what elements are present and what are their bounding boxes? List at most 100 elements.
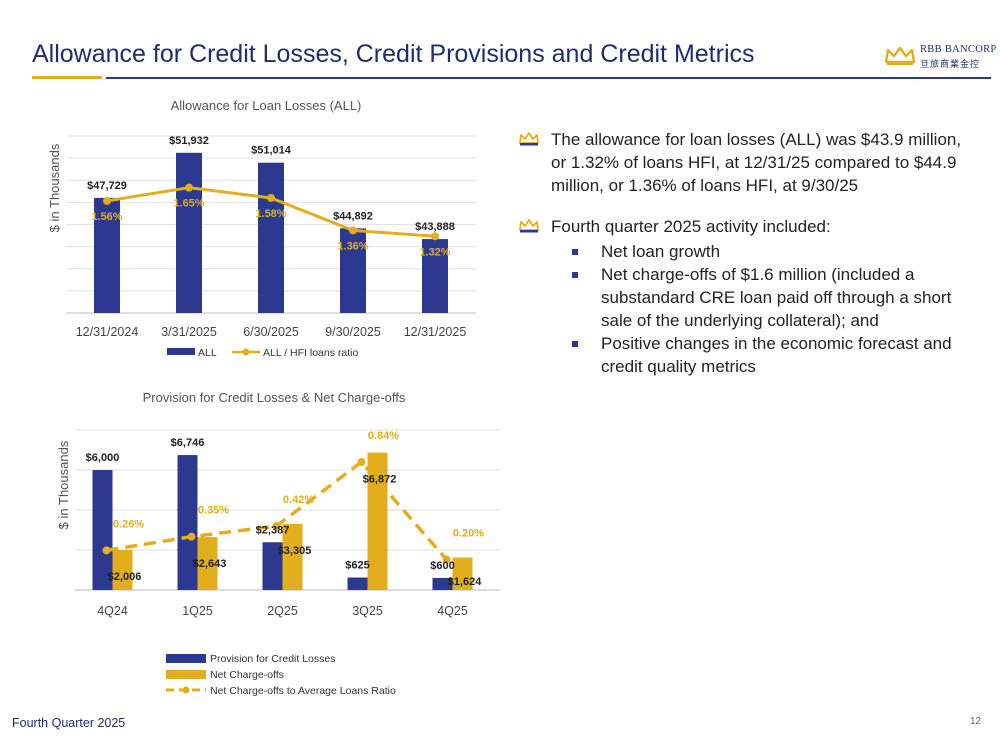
chart2-labels: $6,000 $2,006 $6,746 $2,643 $2,387 $3,305 $625…: [86, 430, 485, 588]
x-tick-label: 12/31/2025: [404, 325, 467, 339]
chart1-title: Allowance for Loan Losses (ALL): [171, 98, 362, 113]
provision-bar: [177, 455, 198, 590]
chart1-bars: [94, 152, 448, 313]
all-bar: [258, 162, 284, 313]
square-bullet-icon: [572, 249, 578, 255]
provision-bar: [347, 577, 368, 590]
ratio-point: [442, 555, 451, 564]
ratio-point: [102, 546, 111, 555]
all-bar-label: $51,932: [169, 135, 209, 147]
x-tick-label: 1Q25: [182, 604, 213, 618]
ratio-label: 0.42%: [283, 494, 314, 506]
title-rule-gold: [32, 76, 102, 79]
legend-ratio2-label: Net Charge-offs to Average Loans Ratio: [210, 685, 396, 697]
x-tick-label: 2Q25: [267, 604, 298, 618]
chart2-title: Provision for Credit Losses & Net Charge…: [143, 390, 406, 405]
provision-bar: [92, 470, 113, 590]
legend-provision-swatch: [166, 654, 206, 663]
chart-allowance: Allowance for Loan Losses (ALL) $ in Tho…: [47, 98, 476, 359]
title-rule-navy: [106, 77, 991, 79]
legend-provision-label: Provision for Credit Losses: [210, 653, 335, 665]
chart2-legend: Provision for Credit Losses Net Charge-o…: [166, 653, 396, 697]
x-tick-label: 12/31/2024: [76, 325, 139, 339]
logo-chinese-name: 旦旅商業金控: [920, 60, 981, 70]
sub-bullet: Positive changes in the economic forecas…: [518, 332, 968, 378]
bullet-2: Fourth quarter 2025 activity included:: [518, 215, 968, 238]
ratio-label: 1.32%: [419, 246, 450, 258]
bullet-2-text: Fourth quarter 2025 activity included:: [551, 217, 831, 236]
net-chargeoff-bar: [452, 557, 473, 590]
legend-ratio-label: ALL / HFI loans ratio: [263, 347, 358, 359]
all-bar: [422, 239, 448, 313]
x-tick-label: 3/31/2025: [161, 325, 217, 339]
chart-provision: Provision for Credit Losses & Net Charge…: [56, 390, 500, 697]
chart1-labels: $47,729 $51,932 $51,014 $44,892 $43,888 1.56%…: [87, 135, 455, 258]
all-bar-label: $51,014: [251, 145, 292, 157]
sub-bullet-text: Net charge-offs of $1.6 million (include…: [601, 265, 952, 330]
company-logo: RBB BANCORP 旦旅商業金控: [884, 44, 997, 70]
all-bar: [176, 152, 202, 313]
legend-all-swatch: [167, 348, 195, 355]
legend-ratio-marker: [242, 348, 250, 356]
ratio-point: [187, 532, 196, 541]
chart2-bars: [92, 452, 473, 590]
ratio-point: [357, 458, 366, 466]
charts-area: Allowance for Loan Losses (ALL) $ in Tho…: [47, 98, 500, 697]
provision-bar-label: $600: [430, 560, 454, 572]
net-chargeoff-bar-label: $6,872: [363, 474, 397, 486]
ratio-label: 0.20%: [453, 528, 484, 540]
chart1-legend: ALL ALL / HFI loans ratio: [167, 347, 358, 359]
ratio-label: 1.36%: [337, 240, 368, 252]
sub-bullet-text: Net loan growth: [601, 242, 721, 261]
all-bar: [94, 197, 120, 313]
legend-all-label: ALL: [198, 347, 217, 359]
legend-chargeoffs-swatch: [166, 670, 206, 679]
net-chargeoff-bar-label: $2,006: [108, 571, 142, 583]
footer-label: Fourth Quarter 2025: [12, 716, 126, 730]
commentary: The allowance for loan losses (ALL) was …: [518, 128, 968, 378]
legend-chargeoffs-label: Net Charge-offs: [210, 669, 284, 681]
provision-bar: [262, 542, 283, 590]
ratio-point: [267, 193, 275, 202]
ratio-point: [349, 226, 357, 235]
bullet-1: The allowance for loan losses (ALL) was …: [518, 128, 968, 197]
provision-bar-label: $625: [345, 560, 369, 572]
x-tick-label: 6/30/2025: [243, 325, 299, 339]
chart2-x-ticks: 4Q24 1Q25 2Q25 3Q25 4Q25: [97, 604, 468, 618]
ratio-label: 1.58%: [255, 208, 286, 220]
chart2-ratio-line: [102, 458, 451, 564]
chart1-ylabel: $ in Thousands: [47, 143, 62, 232]
crown-bullet-icon: [519, 132, 539, 146]
provision-bar-label: $2,387: [256, 524, 290, 536]
chart1-x-ticks: 12/31/2024 3/31/2025 6/30/2025 9/30/2025 12/…: [76, 325, 467, 339]
ratio-label: 0.35%: [198, 505, 229, 517]
ratio-point: [431, 232, 439, 241]
ratio-label: 1.56%: [91, 211, 122, 223]
net-chargeoff-bar-label: $2,643: [193, 558, 227, 570]
square-bullet-icon: [572, 341, 578, 347]
ratio-point: [185, 183, 193, 192]
net-chargeoff-bar: [282, 523, 303, 590]
sub-bullet-text: Positive changes in the economic forecas…: [601, 334, 952, 376]
logo-name: RBB BANCORP: [920, 44, 997, 55]
crown-bullet-icon: [519, 219, 539, 233]
sub-bullet: Net loan growth: [518, 240, 968, 263]
all-bar-label: $43,888: [415, 221, 455, 233]
x-tick-label: 4Q24: [97, 604, 128, 618]
provision-bar-label: $6,746: [171, 437, 205, 449]
all-bar-label: $44,892: [333, 210, 373, 222]
all-bar: [340, 228, 366, 313]
crown-logo-icon: [884, 46, 916, 65]
sub-bullet: Net charge-offs of $1.6 million (include…: [518, 263, 968, 332]
chart2-ylabel: $ in Thousands: [56, 440, 71, 529]
ratio-label: 0.84%: [368, 430, 399, 442]
provision-bar: [432, 578, 453, 590]
ratio-label: 1.65%: [173, 198, 204, 210]
square-bullet-icon: [572, 272, 578, 278]
ratio-point: [103, 196, 111, 205]
net-chargeoff-bar: [197, 537, 218, 590]
all-bar-label: $47,729: [87, 180, 127, 192]
x-tick-label: 3Q25: [352, 604, 383, 618]
ratio-point: [272, 522, 281, 530]
legend-ratio2-marker: [182, 686, 190, 694]
